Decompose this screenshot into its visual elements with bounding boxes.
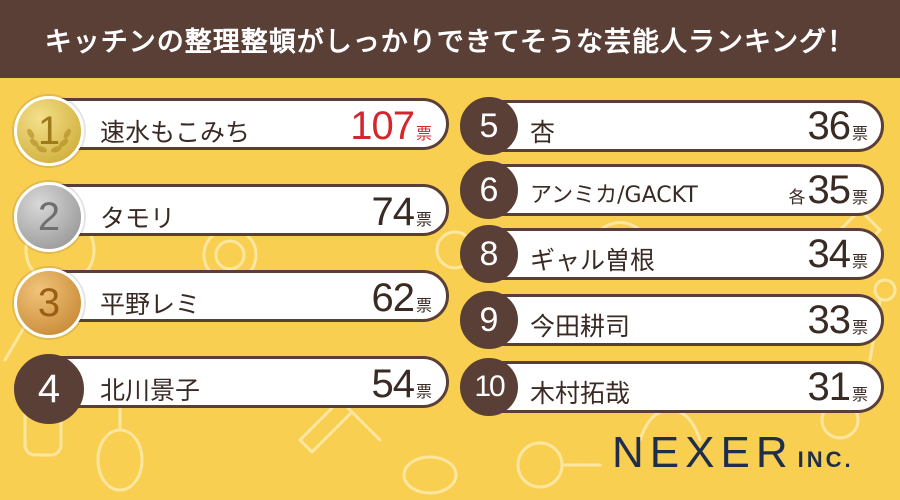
- celebrity-name: 北川景子: [100, 376, 201, 405]
- vote-count: 107 票: [350, 104, 432, 148]
- ranking-row-5: [466, 100, 884, 152]
- ranking-row-9: [466, 294, 884, 346]
- page-title: キッチンの整理整頓がしっかりできてそうな芸能人ランキング！: [44, 26, 856, 58]
- vote-count: 33 票: [807, 298, 868, 342]
- rank-badge: 5: [460, 97, 518, 155]
- vote-count: 36 票: [807, 104, 868, 148]
- silver-medal-icon: 2: [14, 182, 84, 252]
- logo-inc-text: INC.: [797, 447, 854, 472]
- rank-number: 3: [37, 280, 61, 325]
- celebrity-name: 木村拓哉: [530, 379, 631, 408]
- rank-badge: 9: [460, 291, 518, 349]
- nexer-logo: NEXER INC.: [612, 428, 854, 478]
- ranking-row-4: [24, 356, 449, 408]
- rank-number: 9: [479, 300, 499, 339]
- ranking-row-8: [466, 228, 884, 280]
- laurel-wreath-icon: [27, 128, 71, 153]
- celebrity-name: 平野レミ: [100, 290, 201, 319]
- celebrity-name: タモリ: [100, 204, 176, 233]
- celebrity-name: 今田耕司: [530, 312, 631, 341]
- celebrity-name: アンミカ/GACKT: [530, 183, 698, 208]
- rank-number: 4: [37, 366, 61, 411]
- ranking-row-2: [24, 184, 449, 236]
- rank-number: 2: [37, 194, 61, 239]
- rank-number: 6: [479, 170, 499, 209]
- ranking-row-10: [466, 361, 884, 413]
- bronze-medal-icon: 3: [14, 268, 84, 338]
- ranking-row-1: [24, 98, 449, 150]
- rank-badge: 10: [460, 358, 518, 416]
- vote-count: 31 票: [807, 365, 868, 409]
- vote-count: 34 票: [807, 232, 868, 276]
- logo-text: NEXER: [612, 428, 794, 477]
- title-banner: キッチンの整理整頓がしっかりできてそうな芸能人ランキング！: [0, 0, 900, 78]
- rank-badge: 4: [14, 354, 84, 424]
- rank-number: 10: [474, 370, 505, 403]
- rank-badge: 8: [460, 225, 518, 283]
- celebrity-name: 杏: [530, 118, 556, 147]
- rank-number: 1: [37, 108, 61, 153]
- vote-count: 54 票: [371, 362, 432, 406]
- rank-badge: 6: [460, 161, 518, 219]
- rank-number: 5: [479, 106, 499, 145]
- ranking-row-6: [466, 164, 884, 216]
- vote-count: 62 票: [371, 276, 432, 320]
- gold-medal-icon: 1: [14, 96, 84, 166]
- celebrity-name: ギャル曽根: [530, 246, 656, 275]
- rank-number: 8: [479, 234, 499, 273]
- vote-count: 74 票: [371, 190, 432, 234]
- celebrity-name: 速水もこみち: [100, 118, 251, 147]
- vote-count: 各35 票: [788, 168, 868, 212]
- ranking-row-3: [24, 270, 449, 322]
